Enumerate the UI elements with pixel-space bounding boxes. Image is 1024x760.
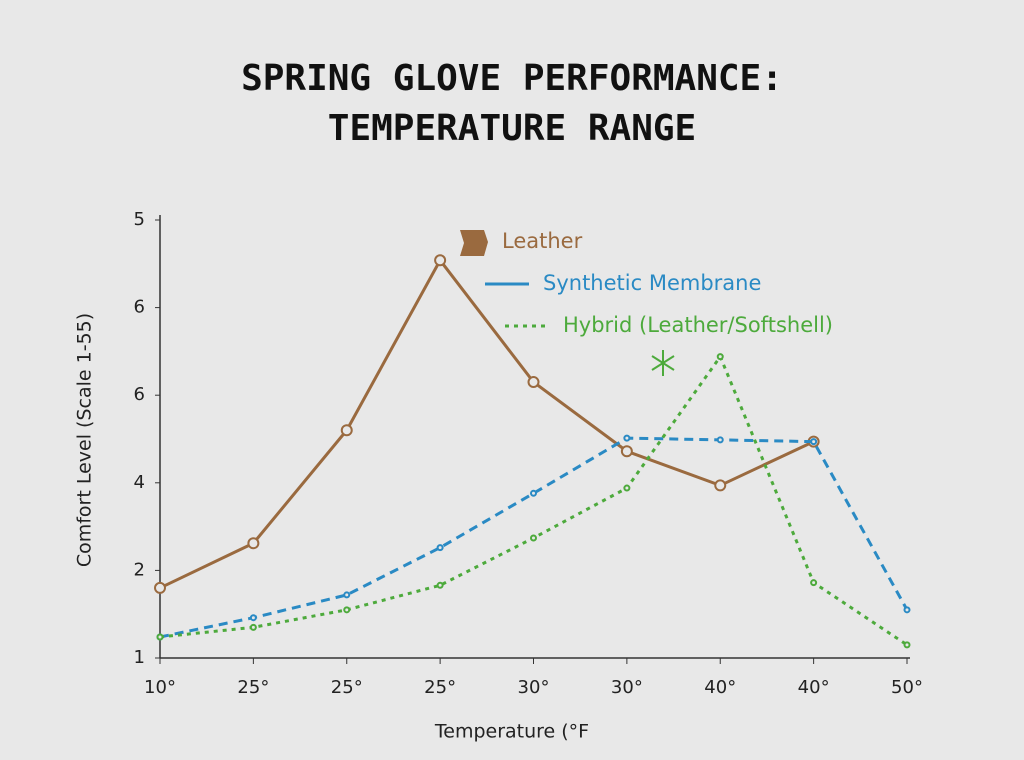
x-tick-label: 25° xyxy=(237,677,269,698)
point xyxy=(716,436,724,444)
point xyxy=(716,353,724,361)
point xyxy=(343,591,351,599)
y-tick-label: 2 xyxy=(134,559,145,580)
point xyxy=(436,544,444,552)
x-tick-label: 40° xyxy=(704,677,736,698)
y-tick-label: 1 xyxy=(134,647,145,668)
point xyxy=(623,434,631,442)
x-tick-label: 30° xyxy=(611,677,643,698)
legend-label: Leather xyxy=(502,229,583,253)
snowflake-icon xyxy=(651,350,675,376)
chart-title: TEMPERATURE RANGE xyxy=(328,108,696,149)
point xyxy=(340,424,353,437)
point xyxy=(154,581,166,594)
point xyxy=(436,581,444,589)
point xyxy=(810,438,818,446)
legend-label: Hybrid (Leather/Softshell) xyxy=(563,313,833,337)
point xyxy=(623,484,631,492)
point xyxy=(343,606,351,614)
point xyxy=(249,623,257,631)
x-tick-label: 10° xyxy=(144,677,176,698)
x-axis-label: Temperature (°F xyxy=(434,721,589,743)
y-axis-label: Comfort Level (Scale 1-55) xyxy=(74,313,96,567)
point xyxy=(810,579,818,587)
point xyxy=(530,534,537,542)
series-line xyxy=(159,257,815,590)
point xyxy=(714,479,727,492)
leather-icon xyxy=(460,230,488,256)
point xyxy=(530,489,537,497)
y-tick-label: 6 xyxy=(134,297,145,318)
y-tick-label: 4 xyxy=(134,472,145,493)
point xyxy=(527,376,540,389)
point xyxy=(620,445,633,458)
y-tick-label: 6 xyxy=(134,384,145,405)
point xyxy=(247,537,260,550)
series-line xyxy=(159,436,909,639)
point xyxy=(156,633,164,641)
x-tick-label: 40° xyxy=(798,677,830,698)
point xyxy=(434,254,447,267)
x-tick-label: 25° xyxy=(424,677,456,698)
point xyxy=(903,606,911,614)
x-tick-label: 25° xyxy=(331,677,363,698)
chart-title: SPRING GLOVE PERFORMANCE: xyxy=(241,58,783,99)
point xyxy=(903,641,911,649)
legend-label: Synthetic Membrane xyxy=(543,271,761,295)
y-tick-label: 5 xyxy=(134,209,145,230)
point xyxy=(249,614,257,622)
x-tick-label: 50° xyxy=(891,677,923,698)
x-tick-label: 30° xyxy=(518,677,550,698)
